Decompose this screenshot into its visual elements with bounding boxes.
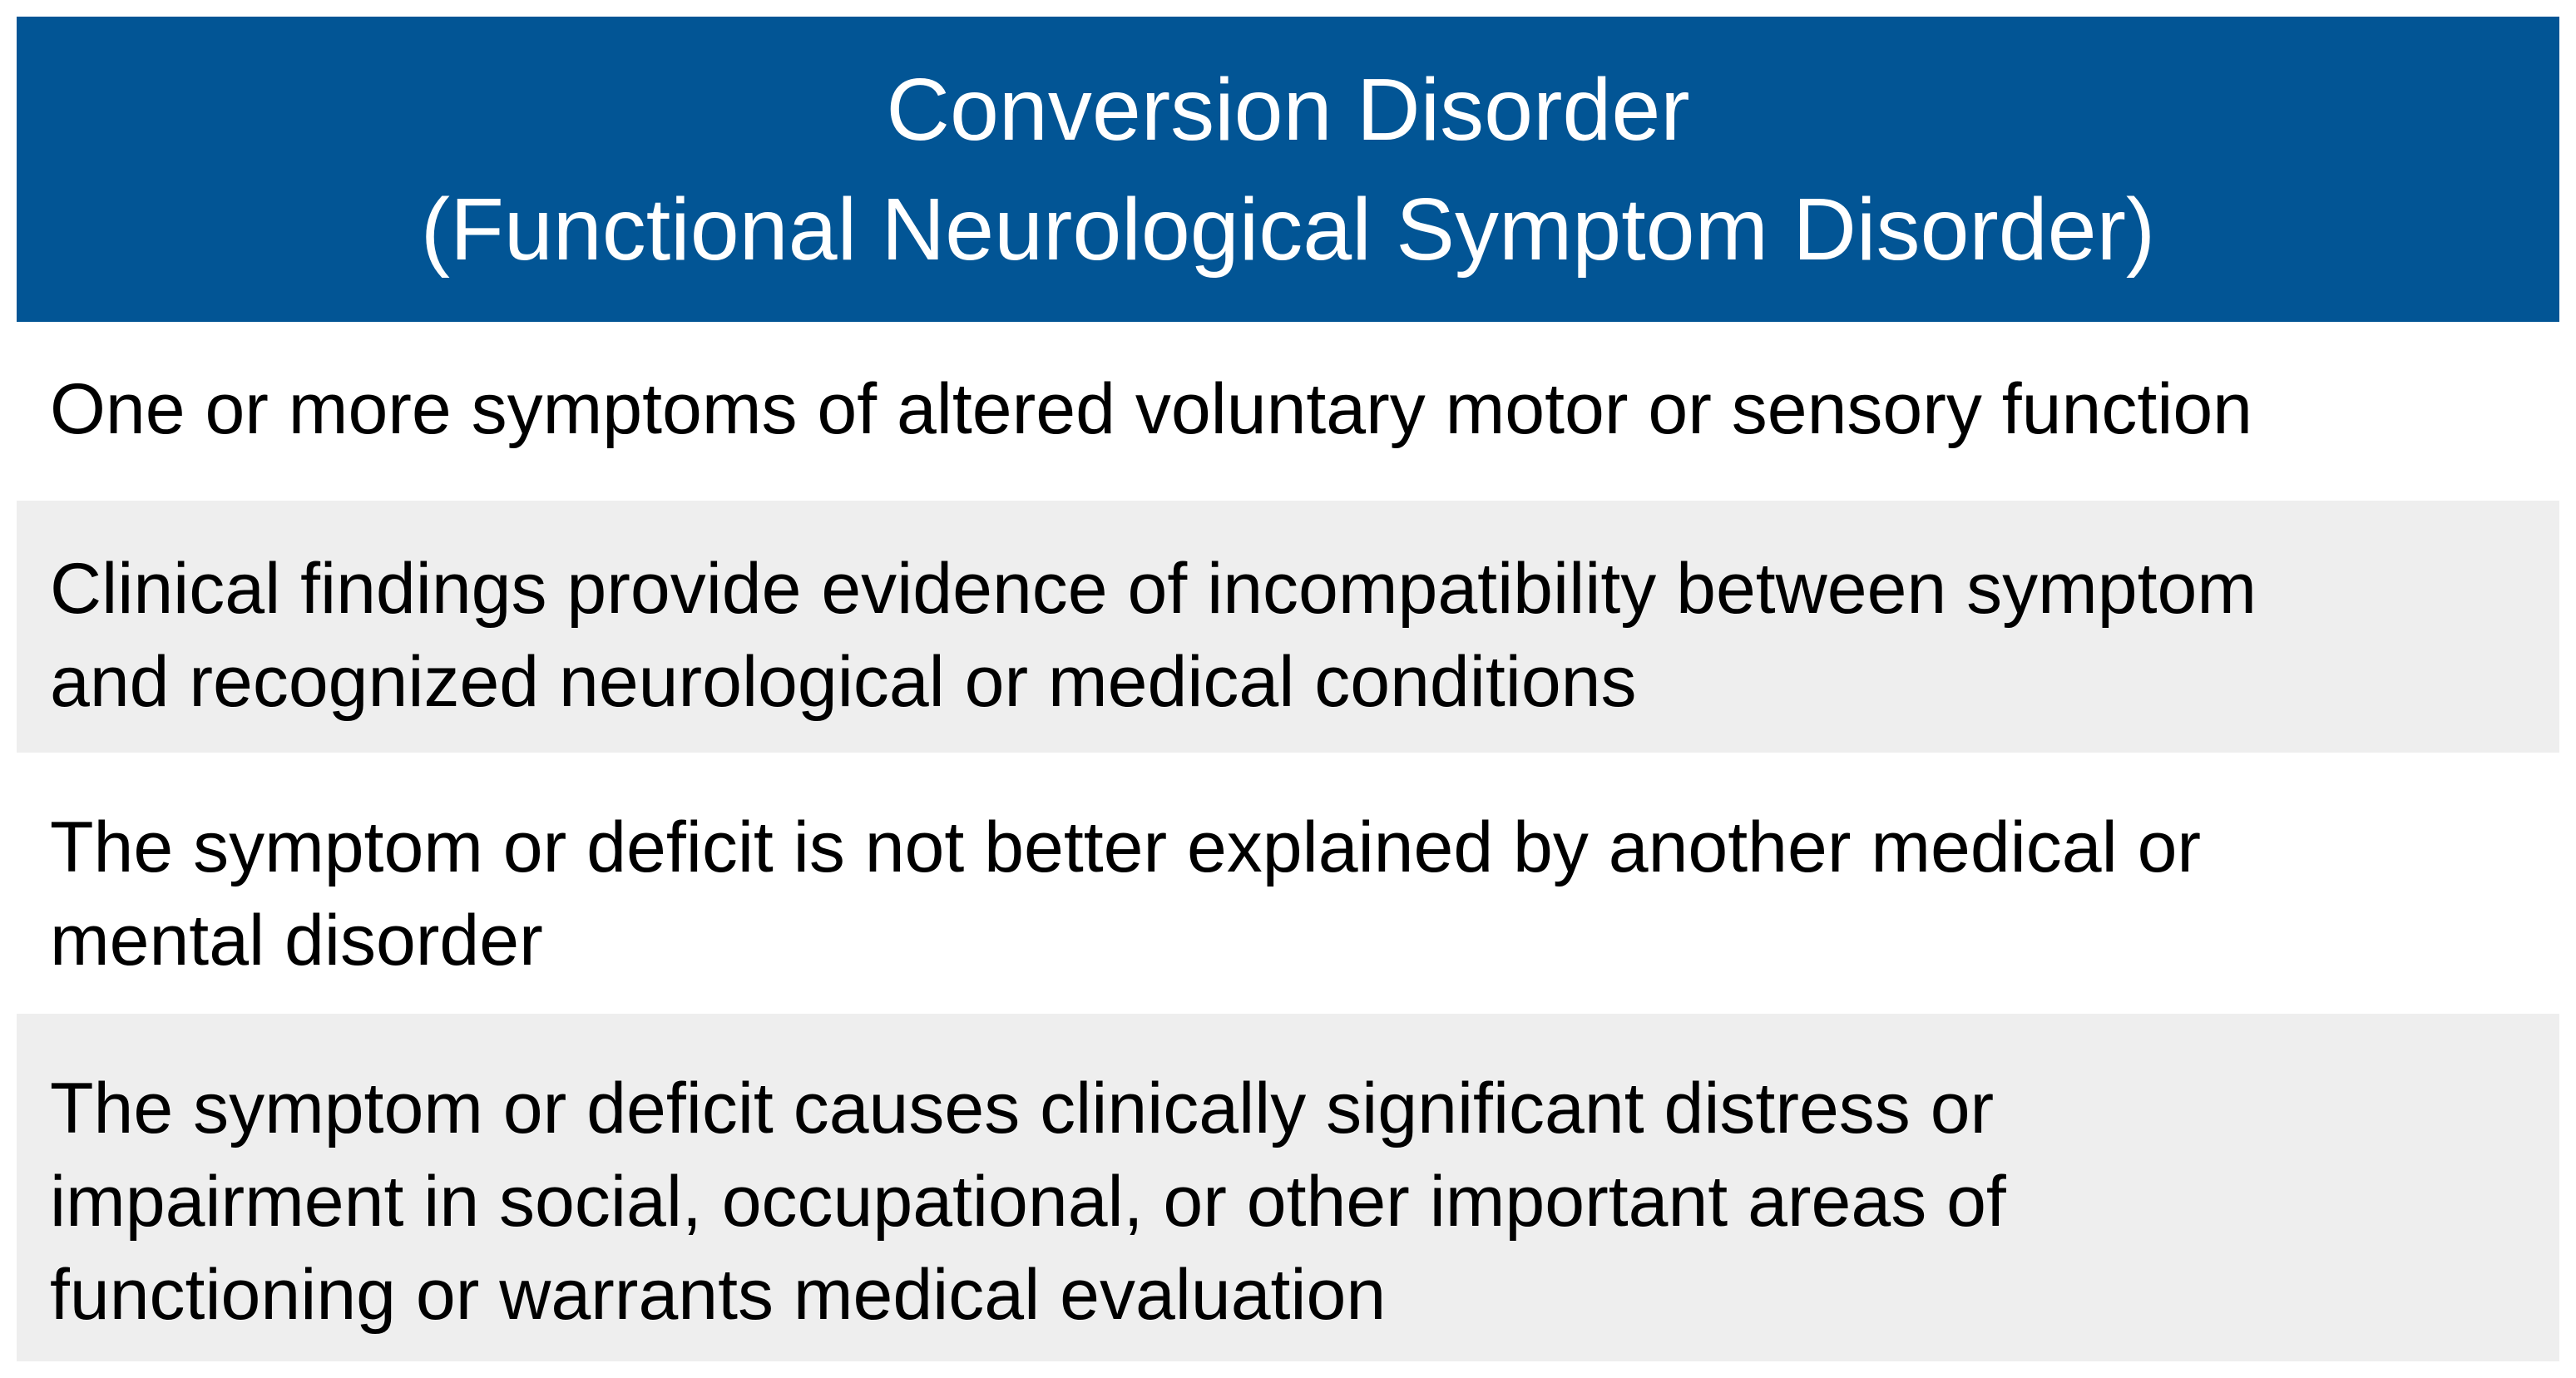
criterion-1-line-1: One or more symptoms of altered voluntar… — [50, 369, 2252, 449]
criterion-4-line-1: The symptom or deficit causes clinically… — [50, 1069, 1995, 1148]
header-title-line-2: (Functional Neurological Symptom Disorde… — [420, 180, 2156, 279]
table-header: Conversion Disorder (Functional Neurolog… — [17, 17, 2559, 322]
criterion-2-line-1: Clinical findings provide evidence of in… — [50, 549, 2257, 629]
header-title-line-1: Conversion Disorder — [886, 61, 1690, 159]
criteria-table: Conversion Disorder (Functional Neurolog… — [17, 17, 2559, 1361]
criterion-row-4: The symptom or deficit causes clinically… — [17, 1014, 2559, 1361]
criterion-row-3: The symptom or deficit is not better exp… — [17, 753, 2559, 1014]
criterion-4-line-2: impairment in social, occupational, or o… — [50, 1162, 2006, 1242]
criterion-row-2: Clinical findings provide evidence of in… — [17, 501, 2559, 753]
criterion-3-line-1: The symptom or deficit is not better exp… — [50, 808, 2202, 887]
criterion-row-1: One or more symptoms of altered voluntar… — [17, 323, 2559, 501]
criterion-3-line-2: mental disorder — [50, 901, 543, 980]
criterion-4-line-3: functioning or warrants medical evaluati… — [50, 1255, 1387, 1335]
criterion-2-line-2: and recognized neurological or medical c… — [50, 642, 1637, 722]
